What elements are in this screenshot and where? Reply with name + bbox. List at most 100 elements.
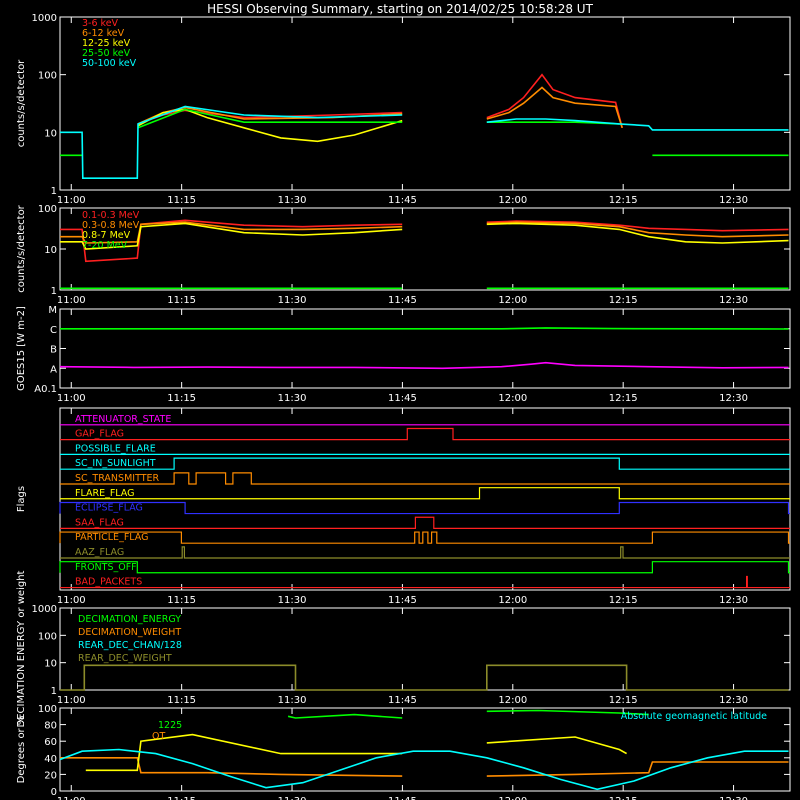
series-line	[60, 757, 789, 777]
legend-entry: 50-100 keV	[82, 58, 137, 69]
panel-high-energy: 11:00 11:15 11:30 11:45 12:00 12:15 12:30 1 10 10…	[16, 204, 791, 306]
panel-flags: 11:00 11:15 11:30 11:45 12:00 12:15 12:30 Flags…	[16, 407, 791, 606]
series-line	[60, 105, 789, 179]
x-tick-label: 12:15	[609, 595, 638, 606]
legend-entry: 0.3-0.8 MeV	[82, 220, 140, 231]
y-tick-label: 10	[44, 659, 57, 670]
y-axis-label: DECIMATION ENERGY or weight	[16, 570, 27, 727]
x-tick-label: 12:00	[498, 393, 527, 404]
series-1	[59, 361, 789, 370]
figure-title: HESSI Observing Summary, starting on 201…	[207, 2, 593, 16]
x-tick-label: 11:15	[167, 393, 196, 404]
y-axis-label: counts/s/detector	[16, 59, 27, 147]
x-tick-label: 11:00	[57, 393, 86, 404]
flag-label: FLARE_FLAG	[75, 488, 135, 499]
legend-decimation: DECIMATION_ENERGY DECIMATION_WEIGHT REAR_D…	[78, 614, 182, 664]
series-50-100 keV	[60, 105, 789, 179]
flag-line	[60, 487, 790, 500]
flag-label: GAP_FLAG	[75, 429, 124, 440]
flag-line	[60, 457, 790, 470]
y-axis-label: GOES15 [W m-2]	[16, 306, 27, 391]
panel-orbit: 11:00 11:15 11:30 11:45 12:00 12:15 12:30 0 20 40…	[16, 704, 791, 800]
x-tick-label: 12:30	[719, 295, 748, 306]
y-tick-label: A	[50, 364, 57, 375]
x-tick-label: 12:00	[498, 695, 527, 706]
y-tick-label: 1	[51, 286, 57, 297]
x-tick-label: 11:00	[57, 796, 86, 800]
x-tick-label: 12:30	[719, 595, 748, 606]
flag-line	[60, 516, 790, 529]
y-tick-label: 1	[51, 686, 57, 697]
legend-entry: 0.8-7 MeV	[82, 230, 131, 241]
x-tick-label: 12:15	[609, 796, 638, 800]
flag-line	[59, 561, 790, 574]
series-0.3-0.8 MeV	[60, 221, 789, 244]
flag-label: FRONTS_OFF	[75, 562, 137, 573]
x-tick-label: 11:30	[278, 595, 307, 606]
x-tick-label: 12:00	[498, 295, 527, 306]
x-tick-label: 12:30	[719, 393, 748, 404]
legend-entry: 6-12 keV	[82, 28, 125, 39]
series-0	[60, 327, 789, 330]
orbit-label: OT	[152, 731, 165, 742]
flag-label: PARTICLE_FLAG	[75, 532, 148, 543]
flag-line	[59, 531, 790, 544]
flag-label: AAZ_FLAG	[75, 547, 124, 558]
series-0	[60, 757, 789, 777]
panel-frame	[59, 207, 791, 291]
series-line	[60, 222, 789, 250]
x-tick-label: 11:45	[388, 195, 417, 206]
series-2	[287, 709, 649, 719]
flag-label: ATTENUATOR_STATE	[75, 414, 171, 425]
series-line	[60, 327, 789, 330]
flag-label: SC_TRANSMITTER	[75, 473, 160, 484]
series-line	[60, 108, 789, 157]
panel-goes: 11:00 11:15 11:30 11:45 12:00 12:15 12:30 A0.1 A…	[16, 305, 791, 404]
flag-line	[60, 427, 790, 441]
legend-entry: 12-25 keV	[82, 38, 131, 49]
x-tick-label: 11:30	[278, 295, 307, 306]
x-tick-label: 12:15	[609, 295, 638, 306]
x-tick-label: 11:30	[278, 695, 307, 706]
x-tick-label: 12:00	[498, 195, 527, 206]
x-tick-label: 11:30	[278, 796, 307, 800]
series-REAR_DEC_WEIGHT	[60, 664, 789, 691]
y-axis-label: Degrees or %	[16, 716, 27, 784]
y-tick-label: 10	[44, 245, 57, 256]
x-tick-label: 12:30	[719, 695, 748, 706]
y-tick-label: 1	[51, 186, 57, 197]
x-tick-label: 11:00	[57, 295, 86, 306]
series-0.8-7 MeV	[60, 222, 789, 250]
series-3	[59, 748, 789, 791]
y-tick-label: 80	[44, 721, 57, 732]
flag-label: ECLIPSE_FLAG	[75, 503, 143, 514]
x-tick-label: 11:00	[57, 695, 86, 706]
panel-decimation: 11:00 11:15 11:30 11:45 12:00 12:15 12:30 1 10 10…	[16, 570, 791, 727]
x-tick-label: 12:00	[498, 796, 527, 800]
x-tick-label: 11:45	[388, 796, 417, 800]
y-axis-label: counts/s/detector	[16, 204, 27, 292]
y-tick-label: 10	[44, 128, 57, 139]
y-tick-label: 60	[44, 737, 57, 748]
x-tick-label: 12:15	[609, 393, 638, 404]
x-tick-label: 11:45	[388, 695, 417, 706]
flag-label: SC_IN_SUNLIGHT	[75, 458, 156, 469]
series-line	[287, 709, 649, 719]
x-tick-label: 11:00	[57, 195, 86, 206]
flag-line	[59, 501, 790, 515]
flag-label: POSSIBLE_FLARE	[75, 443, 156, 454]
x-tick-label: 12:15	[609, 695, 638, 706]
x-tick-label: 11:45	[388, 595, 417, 606]
legend-entry: DECIMATION_ENERGY	[78, 614, 181, 625]
y-tick-label: 0	[51, 787, 57, 798]
x-tick-label: 11:45	[388, 393, 417, 404]
legend-entry: 7-20 MeV	[82, 240, 128, 251]
x-tick-label: 11:45	[388, 295, 417, 306]
series-25-50 keV	[60, 108, 789, 157]
y-tick-label: 100	[38, 631, 57, 642]
series-1	[85, 733, 627, 772]
y-tick-label: 20	[44, 770, 57, 781]
